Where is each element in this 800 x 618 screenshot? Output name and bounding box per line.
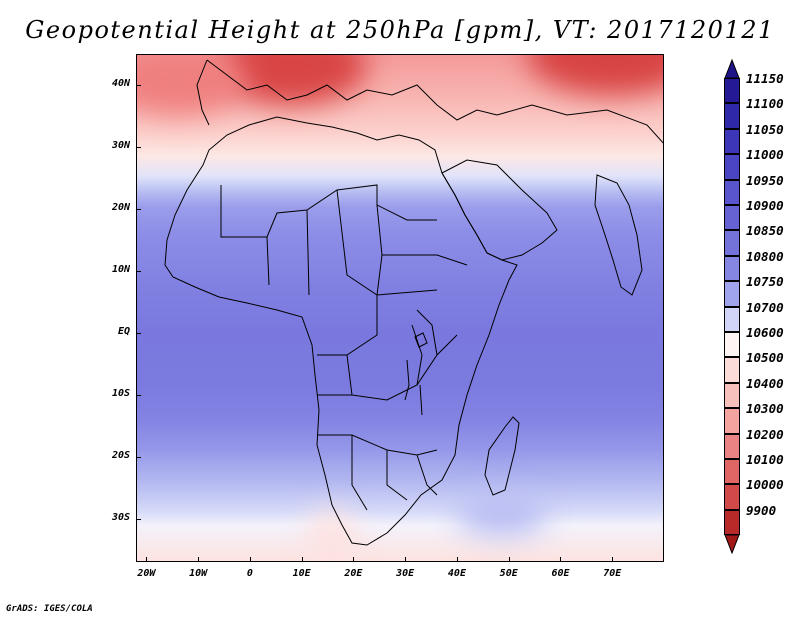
lon-label: 50E [499,568,518,579]
coastline-outline [164,59,663,546]
lon-label: 20W [137,568,156,579]
colorbar-swatch [724,230,740,256]
lat-label: EQ [117,325,130,337]
lon-tick [353,557,355,562]
colorbar-swatch [724,484,740,510]
lat-label: 30S [111,511,130,523]
colorbar-swatch [724,357,740,383]
lon-label: 60E [551,568,570,579]
colorbar-label: 11050 [746,121,784,137]
lat-label: 30N [111,139,130,151]
southern-warm-tongue [307,510,357,561]
lat-label: 40N [111,77,130,89]
colorbar-swatch [724,408,740,434]
colorbar-label: 10800 [746,248,784,264]
lon-label: 70E [603,568,622,579]
colorbar-label: 10500 [746,350,784,366]
grads-credit: GrADS: IGES/COLA [6,604,93,614]
lon-label: 10W [189,568,208,579]
colorbar-swatch [724,332,740,358]
lat-tick [136,208,141,210]
colorbar-swatch [724,128,740,155]
lat-tick [136,270,141,272]
lat-tick [136,332,141,334]
colorbar-label: 11000 [746,147,784,163]
colorbar-top-arrow [724,58,740,78]
lon-tick [560,557,562,562]
southern-cool-tongue [457,495,547,535]
colorbar-label: 10700 [746,299,784,315]
colorbar-label: 10750 [746,274,784,290]
lon-tick [508,557,510,562]
lon-tick [146,557,148,562]
colorbar-swatch [724,382,740,409]
lon-tick [249,557,251,562]
colorbar-swatch [724,154,740,180]
lat-tick [136,146,141,148]
colorbar-swatch [724,255,740,282]
colorbar-label: 10850 [746,223,784,239]
colorbar-label: 10300 [746,401,784,417]
lon-label: 10E [292,568,311,579]
lat-label: 10S [111,387,130,399]
lon-tick [198,557,200,562]
colorbar-swatch [724,78,740,104]
lon-label: 0 [246,568,253,579]
lon-label: 20E [344,568,363,579]
lon-tick [612,557,614,562]
colorbar-label: 9900 [746,502,777,518]
lat-tick [136,456,141,458]
lat-tick [136,394,141,396]
colorbar-swatch [724,306,740,332]
colorbar-label: 11150 [746,71,784,86]
lat-label: 20S [111,449,130,461]
map-title: Geopotential Height at 250hPa [gpm], VT:… [25,16,775,44]
colorbar-bottom-arrow [724,535,740,555]
colorbar-label: 10200 [746,426,784,442]
lat-label: 10N [111,263,130,275]
lon-label: 30E [396,568,415,579]
colorbar-label: 10600 [746,325,784,340]
colorbar-swatch [724,179,740,205]
lon-tick [301,557,303,562]
colorbar-label: 10000 [746,477,784,493]
lat-tick [136,518,141,520]
colorbar-label: 10900 [746,198,784,213]
lat-tick [136,84,141,86]
colorbar-swatch [724,509,740,536]
colorbar-label: 10100 [746,452,784,467]
map-panel [136,54,664,562]
lon-label: 40E [447,568,466,579]
lat-label: 20N [111,201,130,213]
colorbar-label: 10400 [746,375,784,391]
colorbar-swatch [724,281,740,307]
colorbar-swatch [724,459,740,485]
colorbar-swatch [724,433,740,459]
lon-tick [405,557,407,562]
lon-tick [456,557,458,562]
colorbar-swatch [724,103,740,129]
colorbar-swatch [724,205,740,231]
colorbar-label: 11100 [746,96,784,112]
colorbar-label: 10950 [746,172,784,188]
